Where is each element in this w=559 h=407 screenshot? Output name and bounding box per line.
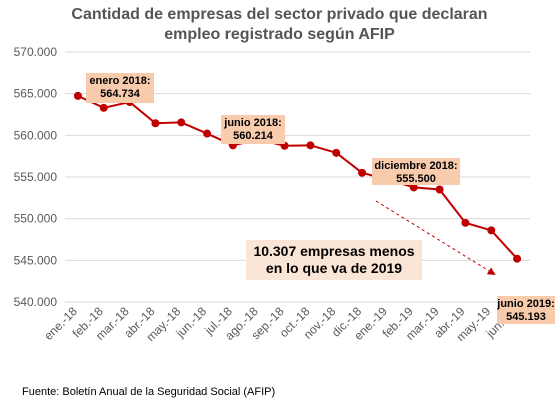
data-point <box>513 254 522 263</box>
chart-title-line-2: empleo registrado según AFIP <box>164 26 395 43</box>
y-tick-label: 560.000 <box>14 128 58 142</box>
y-tick-label: 570.000 <box>14 45 58 59</box>
annotation-label: diciembre 2018:555.500 <box>372 158 460 185</box>
data-point <box>409 183 418 192</box>
y-tick-label: 545.000 <box>14 253 58 267</box>
data-point <box>435 185 444 194</box>
data-point <box>487 226 496 235</box>
x-tick-label: ene.-18 <box>41 304 80 343</box>
data-point <box>99 103 108 112</box>
summary-note-text: 10.307 empresas menos <box>253 243 414 259</box>
data-point <box>461 218 470 227</box>
chart-title-line-1: Cantidad de empresas del sector privado … <box>71 6 488 23</box>
annotation-box <box>497 296 555 324</box>
annotation-label: junio 2019:545.193 <box>496 296 555 324</box>
y-tick-label: 540.000 <box>14 295 58 309</box>
y-tick-label: 565.000 <box>14 87 58 101</box>
summary-note-box <box>246 240 422 280</box>
data-point <box>358 168 367 177</box>
annotation-text: 545.193 <box>506 311 546 323</box>
annotation-label: junio 2018:560.214 <box>221 115 285 144</box>
data-point <box>73 91 82 100</box>
annotation-box <box>86 73 154 103</box>
y-tick-label: 555.000 <box>14 170 58 184</box>
annotation-text: 560.214 <box>233 130 274 142</box>
data-point <box>306 141 315 150</box>
series-line <box>77 94 518 260</box>
annotation-text: junio 2019: <box>496 298 554 310</box>
data-point <box>203 129 212 138</box>
annotation-box <box>372 158 460 185</box>
data-point <box>332 148 341 157</box>
y-tick-label: 550.000 <box>14 212 58 226</box>
annotation-text: enero 2018: <box>89 75 150 87</box>
annotation-text: junio 2018: <box>223 117 281 129</box>
data-point <box>177 118 186 127</box>
data-point <box>151 119 160 128</box>
source-note: Fuente: Boletín Anual de la Seguridad So… <box>22 386 276 398</box>
summary-note-text: en lo que va de 2019 <box>266 260 402 276</box>
annotation-label: enero 2018:564.734 <box>86 73 154 103</box>
chart-title: Cantidad de empresas del sector privado … <box>0 5 559 45</box>
annotation-box <box>221 115 285 144</box>
trend-arrow <box>375 200 496 276</box>
annotation-text: diciembre 2018: <box>374 160 457 172</box>
annotation-text: 555.500 <box>396 173 436 185</box>
annotation-text: 564.734 <box>100 88 141 100</box>
